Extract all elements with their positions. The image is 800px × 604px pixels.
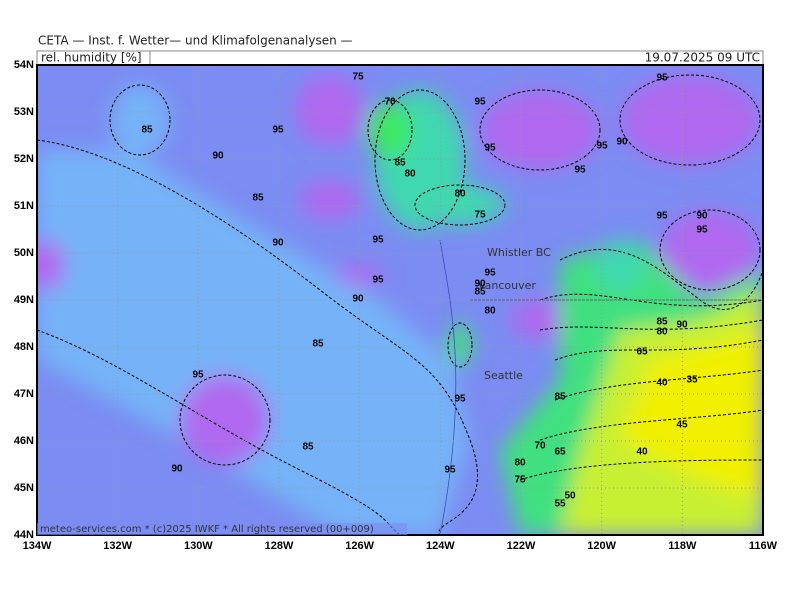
contour-label: 90 (272, 238, 284, 249)
lat-label: 46N (14, 435, 34, 447)
contour-label: 80 (454, 189, 466, 200)
contour-label: 85 (656, 317, 668, 328)
contour-label: 80 (514, 458, 526, 469)
contour-label: 85 (141, 125, 153, 136)
contour-label: 35 (686, 375, 698, 386)
lon-label: 130W (184, 540, 213, 552)
footer: meteo-services.com * (c)2025 IWKF * All … (40, 524, 374, 535)
contour-label: 40 (636, 447, 648, 458)
contour-label: 85 (302, 442, 314, 453)
contour-label: 45 (676, 420, 688, 431)
lon-label: 128W (265, 540, 294, 552)
lat-label: 44N (14, 529, 34, 541)
contour-label: 65 (636, 347, 648, 358)
contour-label: 85 (252, 193, 264, 204)
contour-label: 80 (656, 327, 668, 338)
contour-label: 70 (384, 97, 396, 108)
contour-label: 90 (352, 294, 364, 305)
footer-bg (37, 523, 407, 535)
contour-label: 90 (171, 464, 183, 475)
contour-label: 95 (696, 225, 708, 236)
contour-label: 85 (312, 339, 324, 350)
contour-label: 95 (484, 268, 496, 279)
lat-label: 53N (14, 106, 34, 118)
contour-label: 55 (554, 499, 566, 510)
contour-label: 95 (656, 73, 668, 84)
header-title: CETA — Inst. f. Wetter— und Klimafolgena… (38, 34, 353, 48)
lon-label: 118W (668, 540, 697, 552)
contour-label: 75 (352, 72, 364, 83)
lon-label: 120W (587, 540, 616, 552)
contour-label: 95 (372, 235, 384, 246)
place-label: Vancouver (478, 279, 536, 292)
contour-label: 90 (616, 137, 628, 148)
lon-label: 116W (749, 540, 778, 552)
contour-label: 85 (474, 287, 486, 298)
lat-label: 50N (14, 247, 34, 259)
contour-label: 95 (192, 370, 204, 381)
lon-label: 126W (345, 540, 374, 552)
lon-label: 124W (426, 540, 455, 552)
lat-label: 45N (14, 482, 34, 494)
contour-label: 90 (676, 320, 688, 331)
contour-label: 65 (554, 447, 566, 458)
lat-label: 54N (14, 59, 34, 71)
place-label: Whistler BC (487, 246, 551, 259)
place-label: Seattle (484, 369, 523, 382)
contour-label: 85 (554, 392, 566, 403)
lat-label: 47N (14, 388, 34, 400)
field (37, 65, 763, 535)
lat-label: 52N (14, 153, 34, 165)
contour-label: 95 (272, 125, 284, 136)
contour-label: 90 (696, 211, 708, 222)
contour-label: 95 (596, 141, 608, 152)
contour-label: 40 (656, 378, 668, 389)
contour-label: 95 (484, 143, 496, 154)
contour-label: 75 (474, 210, 486, 221)
contour-label: 95 (372, 275, 384, 286)
lon-label: 132W (103, 540, 132, 552)
contour-label: 95 (656, 211, 668, 222)
contour-label: 95 (574, 165, 586, 176)
contour-label: 95 (444, 465, 456, 476)
contour-label: 75 (514, 475, 526, 486)
lon-label: 122W (507, 540, 536, 552)
lon-label: 134W (23, 540, 52, 552)
contour-label: 50 (564, 491, 576, 502)
contour-label: 90 (474, 279, 486, 290)
contour-label: 80 (404, 169, 416, 180)
lat-label: 48N (14, 341, 34, 353)
lat-label: 51N (14, 200, 34, 212)
valid-time: 19.07.2025 09 UTC (645, 51, 760, 65)
graticule (37, 65, 763, 535)
contour-label: 95 (474, 97, 486, 108)
contour-label: 70 (534, 441, 546, 452)
contour-label: 80 (484, 306, 496, 317)
contour-label: 90 (212, 151, 224, 162)
variable-label: rel. humidity [%] (41, 51, 142, 65)
contour-label: 95 (454, 394, 466, 405)
contour-label: 85 (394, 158, 406, 169)
lat-label: 49N (14, 294, 34, 306)
